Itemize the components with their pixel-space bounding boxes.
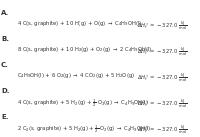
Text: $\Delta H_f^\circ = -327.0\ \mathregular{\frac{kJ}{mol}}$: $\Delta H_f^\circ = -327.0\ \mathregular… <box>137 71 187 84</box>
Text: $\Delta H_f^\circ = -327.0\ \mathregular{\frac{kJ}{mol}}$: $\Delta H_f^\circ = -327.0\ \mathregular… <box>137 97 187 110</box>
Text: 4 C(s, graphite) + 5 H$_2$(g) + $\frac{1}{2}$ O$_2$(g) $\rightarrow$ C$_4$H$_9$O: 4 C(s, graphite) + 5 H$_2$(g) + $\frac{1… <box>17 97 149 109</box>
Text: 2 C$_2$(s, graphite) + 5 H$_2$(g) + $\frac{1}{2}$ O$_2$(g) $\rightarrow$ C$_4$H$: 2 C$_2$(s, graphite) + 5 H$_2$(g) + $\fr… <box>17 123 151 135</box>
Text: D.: D. <box>1 88 10 94</box>
Text: C.: C. <box>1 62 9 68</box>
Text: $\Delta H_f^\circ = -327.0\ \mathregular{\frac{kJ}{mol}}$: $\Delta H_f^\circ = -327.0\ \mathregular… <box>137 19 187 32</box>
Text: A.: A. <box>1 10 9 16</box>
Text: 8 C(s, graphite) + 10 H$_2$(g) + O$_2$(g) $\rightarrow$ 2 C$_4$H$_9$OH(l): 8 C(s, graphite) + 10 H$_2$(g) + O$_2$(g… <box>17 45 152 54</box>
Text: $\Delta H_f^\circ = -327.0\ \mathregular{\frac{kJ}{mol}}$: $\Delta H_f^\circ = -327.0\ \mathregular… <box>137 45 187 58</box>
Text: $\Delta H_f^\circ = -327.0\ \mathregular{\frac{kJ}{mol}}$: $\Delta H_f^\circ = -327.0\ \mathregular… <box>137 123 187 136</box>
Text: 4 C(s, graphite) + 10 H(g) + O(g) $\rightarrow$ C$_4$H$_9$OH(l): 4 C(s, graphite) + 10 H(g) + O(g) $\righ… <box>17 19 142 28</box>
Text: C$_4$H$_9$OH(l) + 6 O$_2$(g) $\rightarrow$ 4 CO$_2$(g) + 5 H$_2$O(g): C$_4$H$_9$OH(l) + 6 O$_2$(g) $\rightarro… <box>17 71 135 80</box>
Text: B.: B. <box>1 36 9 42</box>
Text: E.: E. <box>1 114 8 120</box>
